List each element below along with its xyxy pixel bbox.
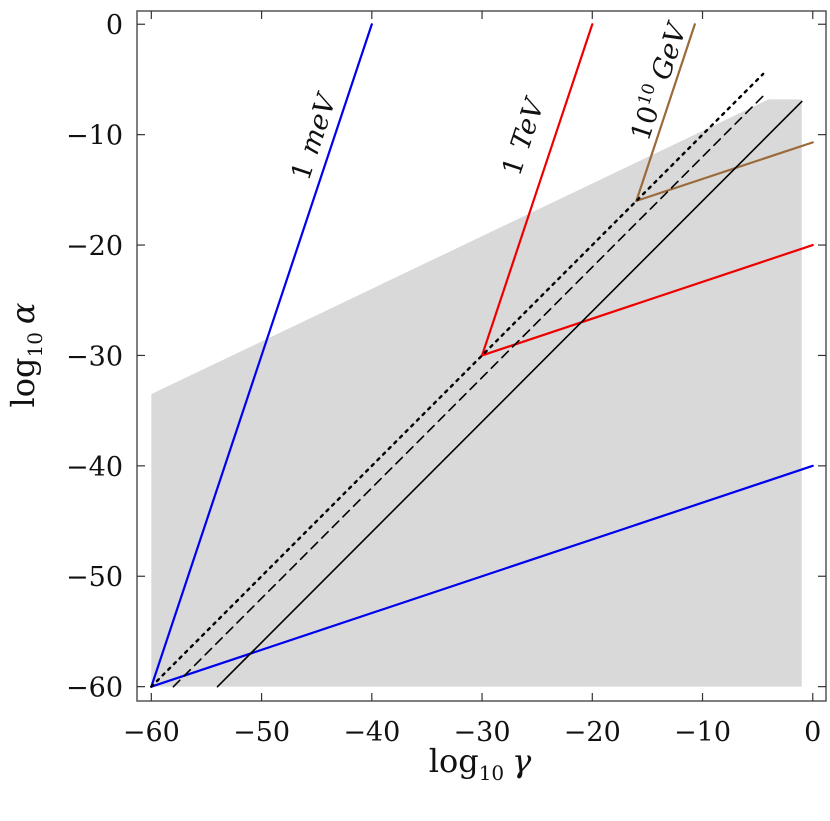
y-axis-label-base: log	[4, 358, 42, 408]
series-1-mev-shallow	[150, 464, 814, 688]
y-tick-label: −20	[66, 231, 123, 262]
x-axis-label-sub: 10	[479, 761, 504, 785]
y-axis-label-var: α	[4, 302, 42, 324]
x-axis-label: log10 γ	[429, 742, 532, 785]
x-tick-label: −60	[123, 717, 180, 748]
y-tick-label: −60	[66, 673, 123, 704]
x-axis-label-var: γ	[512, 742, 532, 780]
x-tick-label: 0	[804, 717, 821, 748]
x-tick-label: −10	[674, 717, 731, 748]
y-axis-label-sub: 10	[23, 332, 47, 357]
y-tick-label: 0	[106, 10, 123, 41]
y-tick-label: −40	[66, 452, 123, 483]
y-tick-label: −30	[66, 341, 123, 372]
x-tick-label: −30	[454, 717, 511, 748]
annotation-1e10gev: 1010GeV	[623, 17, 693, 145]
series-group	[150, 23, 814, 688]
allowed-region	[151, 99, 802, 687]
series-1-mev-steep	[150, 23, 373, 688]
series-10-10-gev-steep	[635, 23, 696, 202]
series-1-tev-steep	[480, 23, 594, 357]
series-dotted-diagonal	[150, 72, 765, 688]
annotation-1tev: 1TeV	[496, 93, 551, 180]
x-tick-label: −40	[343, 717, 400, 748]
y-axis-label: log10 α	[4, 302, 47, 407]
series-dashed-diagonal	[172, 95, 764, 688]
plot-area	[151, 99, 802, 687]
series-10-10-gev-shallow	[635, 141, 814, 202]
x-tick-label: −50	[233, 717, 290, 748]
x-axis-label-base: log	[429, 742, 479, 780]
series-1-tev-shallow	[480, 243, 814, 357]
y-tick-label: −50	[66, 562, 123, 593]
x-tick-label: −20	[564, 717, 621, 748]
series-solid-diagonal	[216, 100, 803, 688]
axis-ticks: −60 −50 −40 −30 −20 −10 0 0 −10 −20 −30 −40 −50 −60	[66, 10, 826, 748]
y-tick-label: −10	[66, 121, 123, 152]
